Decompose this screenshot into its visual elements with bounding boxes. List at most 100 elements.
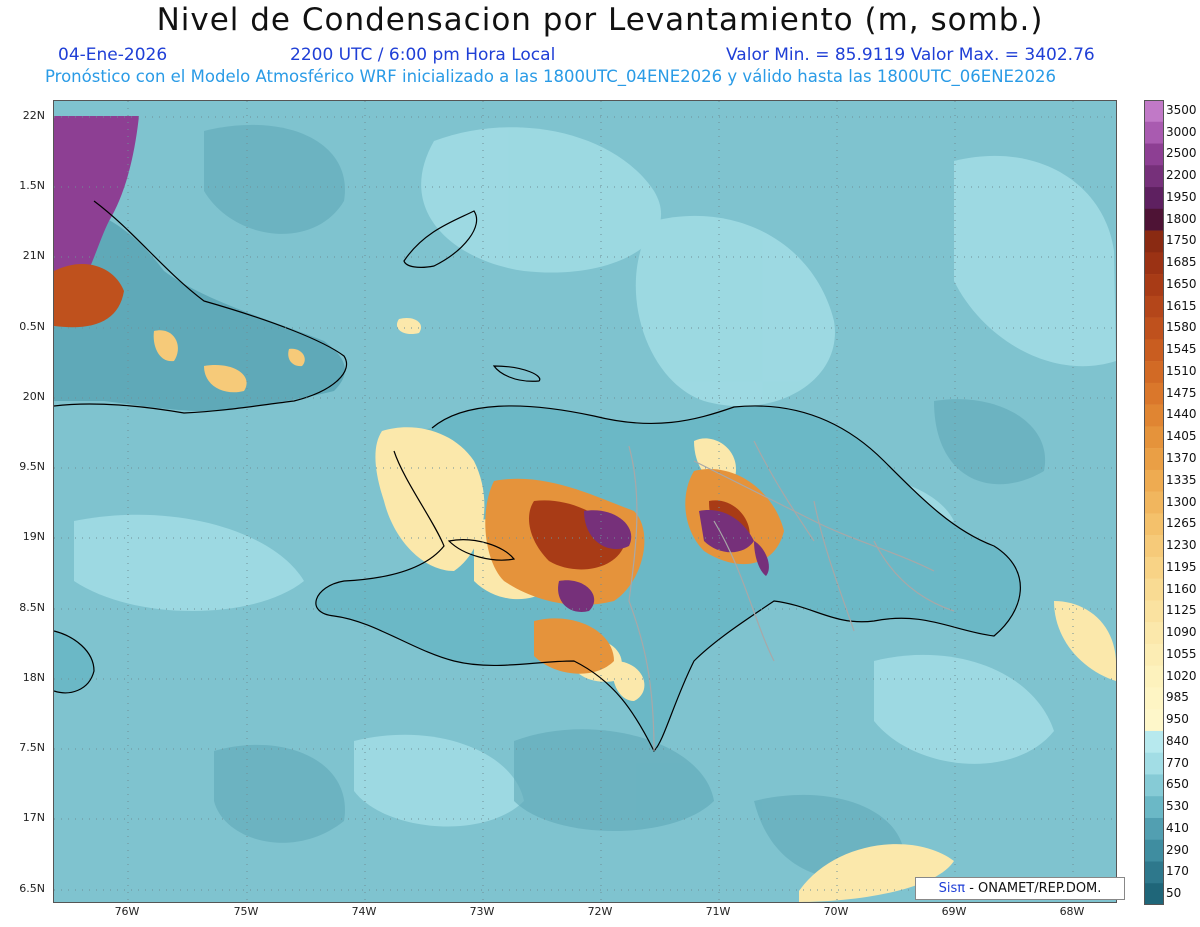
lat-label: 18N: [22, 671, 45, 684]
lat-label: 20N: [22, 390, 45, 403]
lon-label: 68W: [1059, 905, 1085, 918]
colorbar-value: 1650: [1166, 276, 1197, 291]
colorbar-value: 2500: [1166, 146, 1197, 161]
colorbar-value: 1125: [1166, 603, 1197, 618]
jamaica-land: [54, 631, 94, 693]
colorbar-value: 530: [1166, 799, 1189, 814]
colorbar-value: 1475: [1166, 385, 1197, 400]
lat-label: 21N: [22, 249, 45, 262]
colorbar-value: 1335: [1166, 472, 1197, 487]
colorbar-value: 1685: [1166, 255, 1197, 270]
colorbar-swatch: [1144, 208, 1164, 231]
colorbar-swatch: [1144, 774, 1164, 797]
map-panel: [53, 100, 1117, 903]
lat-label: 8.5N: [19, 601, 45, 614]
colorbar-swatch: [1144, 491, 1164, 514]
date-label: 04-Ene-2026: [58, 45, 168, 65]
credit-org: - ONAMET/REP.DOM.: [965, 881, 1102, 896]
colorbar-swatch: [1144, 382, 1164, 405]
colorbar-frame: [1144, 100, 1164, 905]
lat-label: 17N: [22, 811, 45, 824]
lat-label: 0.5N: [19, 320, 45, 333]
colorbar-swatch: [1144, 665, 1164, 688]
province-borders: [628, 440, 955, 752]
colorbar-value: 985: [1166, 690, 1189, 705]
colorbar-swatch: [1144, 426, 1164, 449]
lon-label: 75W: [233, 905, 259, 918]
colorbar-swatch: [1144, 578, 1164, 601]
cuba-yellow: [153, 330, 305, 393]
cuba-orange: [54, 263, 124, 328]
dark-ocean-patches: [204, 124, 1046, 880]
map-title: Nivel de Condensacion por Levantamiento …: [156, 2, 1044, 38]
lcl-field-map: [54, 101, 1116, 902]
colorbar-value: 1195: [1166, 559, 1197, 574]
colorbar-value: 290: [1166, 842, 1189, 857]
lat-label: 22N: [22, 109, 45, 122]
colorbar-value: 1370: [1166, 450, 1197, 465]
colorbar-value: 3000: [1166, 124, 1197, 139]
colorbar-value: 650: [1166, 777, 1189, 792]
colorbar-value: 1750: [1166, 233, 1197, 248]
colorbar-swatch: [1144, 317, 1164, 340]
colorbar-swatch: [1144, 643, 1164, 666]
very-high-lcl-purple: [558, 510, 769, 612]
colorbar-swatch: [1144, 361, 1164, 384]
colorbar-value: 170: [1166, 864, 1189, 879]
colorbar-swatch: [1144, 687, 1164, 710]
light-ocean-patches: [74, 127, 1116, 827]
colorbar-value: 1265: [1166, 516, 1197, 531]
colorbar-value: 410: [1166, 820, 1189, 835]
colorbar-value: 1020: [1166, 668, 1197, 683]
colorbar-value: 1055: [1166, 646, 1197, 661]
colorbar-value: 1405: [1166, 429, 1197, 444]
colorbar-swatch: [1144, 883, 1164, 905]
colorbar-value: 1800: [1166, 211, 1197, 226]
min-max-label: Valor Min. = 85.9119 Valor Max. = 3402.7…: [726, 45, 1095, 65]
lon-label: 70W: [823, 905, 849, 918]
colorbar-swatch: [1144, 600, 1164, 623]
colorbar-value: 950: [1166, 712, 1189, 727]
lat-label: 19N: [22, 530, 45, 543]
colorbar: [1144, 100, 1164, 905]
cuba-purple: [54, 116, 139, 311]
credit-box: Sisπ - ONAMET/REP.DOM.: [915, 877, 1125, 900]
colorbar-value: 1950: [1166, 189, 1197, 204]
colorbar-swatch: [1144, 121, 1164, 144]
colorbar-swatch: [1144, 535, 1164, 558]
colorbar-swatch: [1144, 448, 1164, 471]
colorbar-value: 1545: [1166, 342, 1197, 357]
colorbar-value: 50: [1166, 886, 1182, 901]
lon-label: 69W: [941, 905, 967, 918]
credit-sis: Sisπ: [938, 881, 966, 896]
colorbar-swatch: [1144, 404, 1164, 427]
colorbar-value: 1615: [1166, 298, 1197, 313]
colorbar-value: 1580: [1166, 320, 1197, 335]
colorbar-swatch: [1144, 709, 1164, 732]
colorbar-value: 770: [1166, 755, 1189, 770]
colorbar-swatch: [1144, 513, 1164, 536]
graticule: [54, 101, 1116, 902]
colorbar-value: 840: [1166, 733, 1189, 748]
time-label: 2200 UTC / 6:00 pm Hora Local: [290, 45, 556, 65]
colorbar-swatch: [1144, 230, 1164, 253]
colorbar-swatch: [1144, 187, 1164, 210]
lon-label: 71W: [705, 905, 731, 918]
colorbar-value: 3500: [1166, 102, 1197, 117]
colorbar-swatch: [1144, 861, 1164, 884]
colorbar-value: 1230: [1166, 538, 1197, 552]
coastlines: [54, 200, 1021, 753]
colorbar-swatch: [1144, 556, 1164, 579]
colorbar-swatch: [1144, 252, 1164, 275]
colorbar-swatch: [1144, 796, 1164, 819]
lon-label: 73W: [469, 905, 495, 918]
colorbar-value: 1300: [1166, 494, 1197, 509]
colorbar-swatch: [1144, 622, 1164, 645]
lat-label: 6.5N: [19, 882, 45, 895]
colorbar-swatch: [1144, 143, 1164, 166]
colorbar-value: 1090: [1166, 625, 1197, 640]
lat-label: 7.5N: [19, 741, 45, 754]
colorbar-value: 2200: [1166, 168, 1197, 183]
colorbar-value: 1160: [1166, 581, 1197, 596]
colorbar-swatch: [1144, 469, 1164, 492]
